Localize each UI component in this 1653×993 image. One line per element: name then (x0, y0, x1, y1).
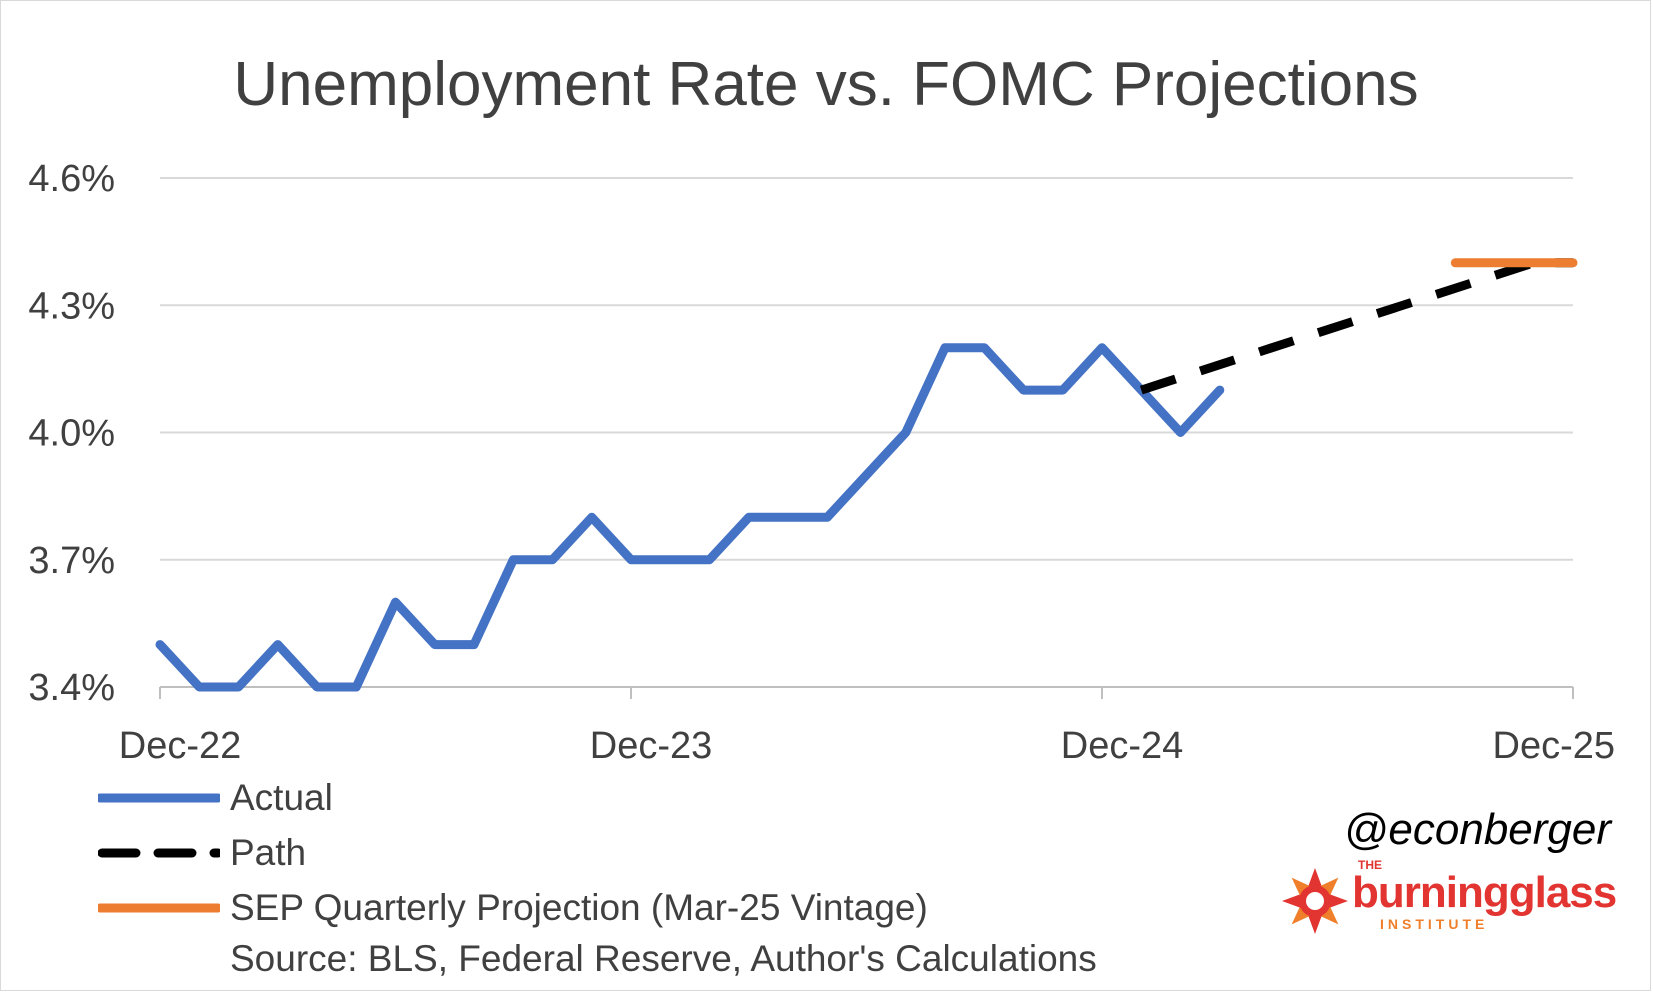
chart-title: Unemployment Rate vs. FOMC Projections (233, 50, 1418, 119)
y-tick-label: 4.6% (28, 158, 115, 200)
sunburst-icon (1282, 868, 1348, 934)
gridlines (160, 177, 1573, 561)
author-handle: @econberger (1343, 805, 1611, 854)
series-line-actual (155, 343, 1225, 692)
burning-glass-logo: THE burningglass INSTITUTE (1280, 858, 1628, 940)
logo-the: THE (1358, 858, 1382, 872)
x-tick-label: Dec-22 (119, 725, 242, 767)
legend-item-sep: SEP Quarterly Projection (Mar-25 Vintage… (98, 880, 928, 935)
legend-item-actual: Actual (98, 770, 928, 825)
legend-swatch-path (98, 846, 220, 860)
x-tick-label: Dec-23 (590, 725, 713, 767)
source-note: Source: BLS, Federal Reserve, Author's C… (230, 938, 1097, 979)
x-tick-label: Dec-25 (1493, 725, 1616, 767)
x-tick-label: Dec-24 (1061, 725, 1184, 767)
legend-label-sep: SEP Quarterly Projection (Mar-25 Vintage… (230, 886, 928, 928)
legend: Actual Path SEP Quarterly Projection (Ma… (98, 770, 928, 935)
logo-name: burningglass (1352, 868, 1617, 917)
legend-label-path: Path (230, 831, 307, 873)
logo-institute: INSTITUTE (1380, 916, 1489, 932)
y-axis: 3.4% 3.7% 4.0% 4.3% 4.6% (28, 158, 115, 709)
series-group (155, 258, 1578, 692)
y-tick-label: 3.4% (28, 667, 115, 709)
y-tick-label: 3.7% (28, 540, 115, 582)
series-line-path (1139, 258, 1573, 395)
legend-label-actual: Actual (230, 776, 333, 818)
x-axis: Dec-22 Dec-23 Dec-24 Dec-25 (119, 686, 1616, 767)
legend-swatch-sep (98, 901, 220, 915)
legend-swatch-actual (98, 791, 220, 805)
legend-item-path: Path (98, 825, 928, 880)
y-tick-label: 4.0% (28, 413, 115, 455)
y-tick-label: 4.3% (28, 285, 115, 327)
